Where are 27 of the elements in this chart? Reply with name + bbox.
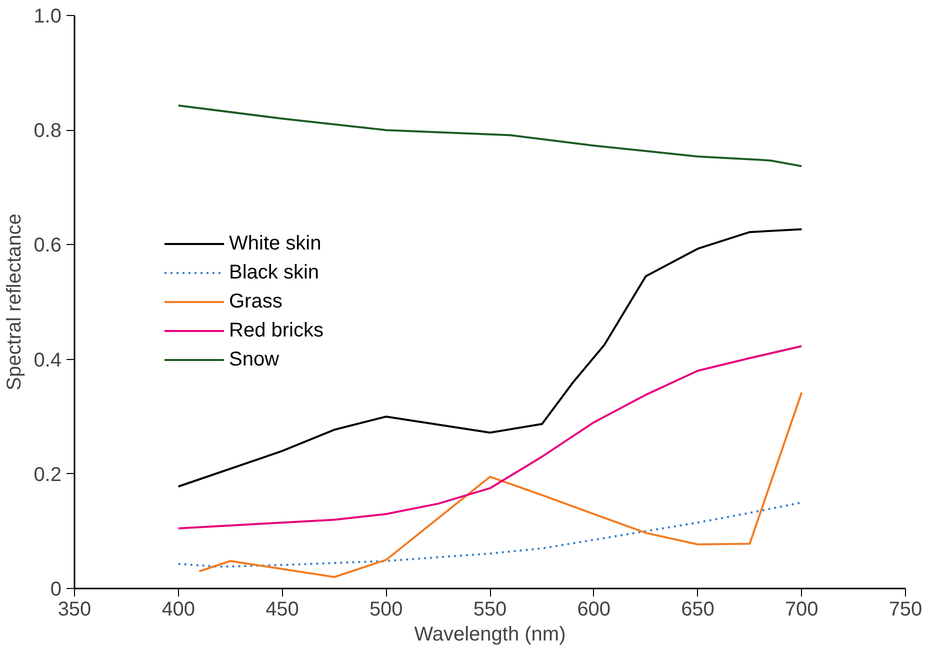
y-axis-title: Spectral reflectance	[4, 214, 26, 390]
x-tick-label: 700	[784, 598, 818, 620]
legend-label: Black skin	[229, 261, 320, 284]
line-series	[198, 392, 803, 578]
legend-label: White skin	[229, 232, 322, 255]
x-tick-label: 350	[58, 598, 92, 620]
y-tick-label: 0.4	[34, 349, 62, 372]
x-tick-label: 650	[681, 598, 714, 620]
line-series	[177, 228, 803, 488]
y-tick-label: 1.0	[34, 6, 62, 28]
legend-label: Red bricks	[229, 319, 324, 342]
y-tick-label: 0.6	[34, 234, 62, 257]
x-tick-label: 600	[577, 598, 611, 620]
line-series	[177, 502, 803, 568]
line-series	[177, 345, 803, 530]
x-tick-label: 550	[473, 598, 507, 620]
y-tick-label: 0.2	[34, 464, 62, 486]
x-axis-title: Wavelength (nm)	[414, 624, 566, 646]
x-tick-label: 500	[369, 598, 403, 620]
legend-label: Snow	[229, 348, 280, 371]
y-tick-label: 0.8	[34, 120, 62, 142]
x-tick-label: 750	[888, 598, 922, 620]
y-tick-label: 0	[50, 578, 62, 600]
line-series	[177, 104, 803, 168]
legend-label: Grass	[229, 290, 282, 313]
x-tick-label: 400	[162, 598, 196, 620]
x-tick-label: 450	[266, 598, 299, 620]
